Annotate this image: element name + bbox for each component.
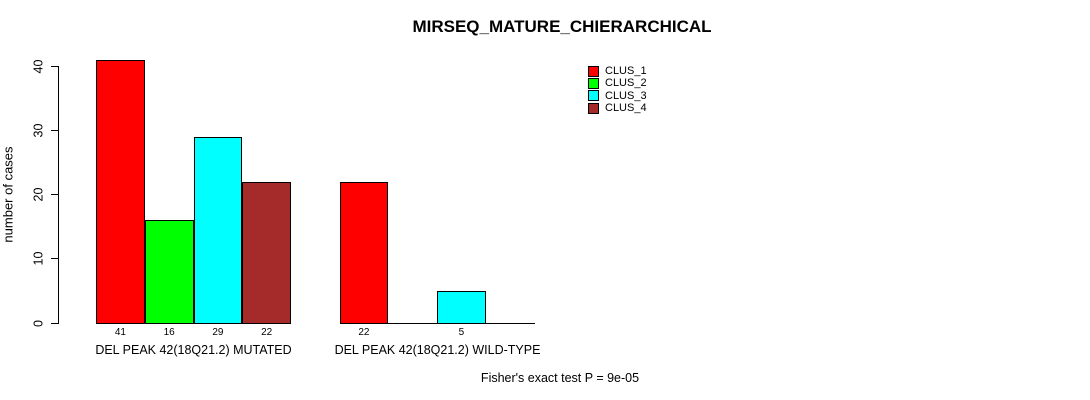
legend-swatch: [588, 65, 599, 77]
legend-label: CLUS_4: [605, 102, 647, 115]
bar-clus_2: [144, 220, 194, 324]
baseline-group-wildtype: [339, 323, 535, 324]
bar-value-label: 41: [114, 327, 126, 338]
y-tick-label: 10: [31, 251, 46, 266]
bar-clus_1: [339, 181, 389, 324]
chart-title: MIRSEQ_MATURE_CHIERARCHICAL: [412, 17, 712, 36]
bar-value-label: 16: [163, 327, 175, 338]
legend: CLUS_1 CLUS_2 CLUS_3 CLUS_4: [588, 65, 647, 114]
bar-value-label: 29: [212, 327, 224, 338]
bar-value-label: 5: [458, 327, 465, 338]
group-label-wildtype: DEL PEAK 42(18Q21.2) WILD-TYPE: [334, 343, 541, 357]
group-label-mutated: DEL PEAK 42(18Q21.2) MUTATED: [95, 343, 292, 357]
bar-value-label: 22: [358, 327, 370, 338]
legend-swatch: [588, 102, 599, 114]
y-tick-label: 0: [31, 319, 46, 327]
legend-label: CLUS_2: [605, 77, 647, 90]
legend-item-clus_4: CLUS_4: [588, 102, 647, 114]
y-tick-label: 20: [31, 187, 46, 202]
legend-item-clus_1: CLUS_1: [588, 65, 647, 77]
bar-clus_1: [96, 59, 145, 324]
legend-item-clus_2: CLUS_2: [588, 77, 647, 89]
bar-clus_3: [437, 290, 486, 324]
legend-label: CLUS_3: [605, 89, 647, 102]
legend-swatch: [588, 90, 599, 102]
baseline-group-mutated: [96, 323, 291, 324]
legend-label: CLUS_1: [605, 65, 647, 78]
legend-item-clus_3: CLUS_3: [588, 90, 647, 102]
y-tick-label: 30: [31, 123, 46, 138]
y-tick-mark: [51, 129, 58, 131]
y-tick-mark: [51, 65, 58, 67]
y-tick-mark: [51, 258, 58, 260]
bar-clus_4: [242, 181, 291, 324]
bar-value-label: 22: [261, 327, 273, 338]
y-tick-mark: [51, 322, 58, 324]
y-axis-line: [58, 66, 59, 324]
y-tick-mark: [51, 194, 58, 195]
legend-swatch: [588, 77, 599, 89]
bar-clus_3: [193, 136, 243, 324]
fisher-test-annotation: Fisher's exact test P = 9e-05: [480, 371, 640, 385]
y-tick-label: 40: [31, 59, 46, 73]
y-axis-label: number of cases: [0, 146, 16, 243]
